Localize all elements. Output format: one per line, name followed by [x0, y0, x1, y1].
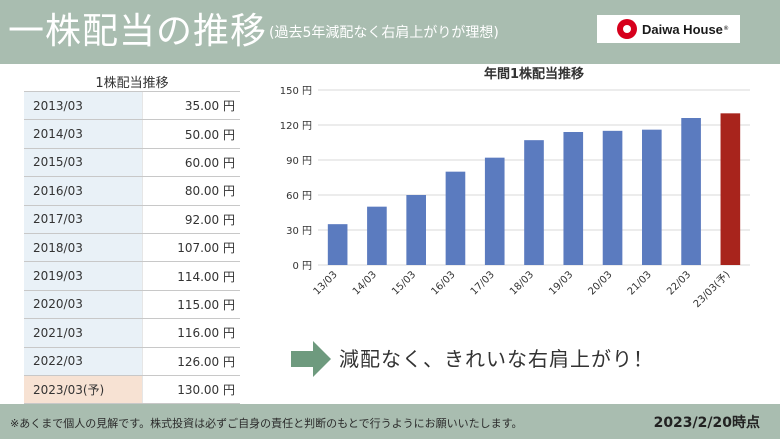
page-title: 一株配当の推移 (過去5年減配なく右肩上がりが理想) — [8, 10, 499, 55]
table-row: 2017/03 92.00 円 — [24, 204, 240, 234]
bar — [563, 132, 584, 265]
dividend-cell: 114.00 円 — [141, 261, 240, 291]
logo-registered-mark: ® — [723, 26, 729, 32]
dividend-table-body: 2013/03 35.00 円 2014/03 50.00 円 2015/03 60.00… — [24, 90, 240, 405]
table-row: 2023/03(予) 130.00 円 — [24, 374, 240, 405]
x-tick-label: 13/03 — [312, 269, 340, 297]
bar — [681, 118, 701, 265]
x-tick-label: 19/03 — [547, 269, 575, 297]
conclusion-message: 減配なく、きれいな右肩上がり！ — [339, 347, 654, 371]
disclaimer-text: ※あくまで個人の見解です。株式投資は必ずご自身の責任と判断のもとで行うようにお願… — [10, 417, 523, 430]
dividend-cell: 115.00 円 — [141, 289, 240, 320]
x-tick-label: 23/03(予) — [691, 269, 733, 311]
header-band: 一株配当の推移 (過去5年減配なく右肩上がりが理想) Daiwa House ® — [0, 0, 780, 64]
title-text: 一株配当の推移 — [8, 11, 268, 52]
table-row: 2018/03 107.00 円 — [24, 232, 240, 263]
y-tick-label: 90 円 — [286, 156, 312, 167]
year-cell: 2017/03 — [24, 204, 142, 234]
table-title: 1株配当推移 — [95, 76, 169, 91]
x-tick-label: 20/03 — [587, 269, 615, 297]
x-tick-label: 15/03 — [390, 269, 418, 297]
y-tick-label: 60 円 — [286, 191, 312, 202]
dividend-cell: 80.00 円 — [141, 176, 240, 206]
as-of-date: 2023/2/20時点 — [653, 415, 760, 431]
y-tick-label: 0 円 — [292, 261, 312, 272]
chart-title: 年間1株配当推移 — [484, 66, 584, 82]
bar — [406, 195, 426, 265]
x-tick-label: 16/03 — [429, 269, 457, 297]
footer-band: ※あくまで個人の見解です。株式投資は必ずご自身の責任と判断のもとで行うようにお願… — [0, 404, 780, 439]
x-tick-label: 18/03 — [508, 269, 536, 297]
y-tick-label: 30 円 — [286, 226, 312, 237]
table-row: 2016/03 80.00 円 — [24, 176, 240, 206]
table-row: 2019/03 114.00 円 — [24, 261, 240, 291]
year-cell: 2014/03 — [24, 119, 142, 149]
y-tick-label: 150 円 — [280, 86, 312, 97]
bar — [445, 171, 466, 265]
dividend-cell: 35.00 円 — [141, 90, 240, 121]
x-tick-label: 14/03 — [351, 269, 379, 297]
logo-mark-icon — [617, 19, 637, 39]
bar — [367, 206, 387, 265]
dividend-cell: 60.00 円 — [141, 147, 240, 178]
bar — [524, 140, 544, 265]
year-cell: 2022/03 — [24, 346, 142, 376]
right-arrow-icon — [291, 341, 331, 377]
table-row: 2021/03 116.00 円 — [24, 318, 240, 348]
year-cell: 2023/03(予) — [24, 374, 142, 405]
dividend-table: 2013/03 35.00 円 2014/03 50.00 円 2015/03 60.00… — [24, 90, 240, 405]
table-row: 2014/03 50.00 円 — [24, 119, 240, 149]
bar-forecast — [720, 113, 741, 265]
dividend-cell: 92.00 円 — [141, 204, 240, 234]
subtitle: (過去5年減配なく右肩上がりが理想) — [269, 25, 499, 41]
table-row: 2020/03 115.00 円 — [24, 289, 240, 320]
year-cell: 2021/03 — [24, 318, 142, 348]
year-cell: 2020/03 — [24, 289, 142, 320]
logo-text: Daiwa House — [642, 21, 723, 37]
year-cell: 2013/03 — [24, 90, 142, 121]
dividend-cell: 130.00 円 — [141, 374, 240, 405]
table-row: 2013/03 35.00 円 — [24, 90, 240, 121]
x-tick-label: 22/03 — [665, 269, 693, 297]
x-tick-label: 17/03 — [469, 269, 497, 297]
dividend-bar-chart: 年間1株配当推移 0 円 30 円 60 円 90 円 120 円 150 円 13/03 14… — [280, 66, 750, 311]
year-cell: 2016/03 — [24, 176, 142, 206]
dividend-cell: 107.00 円 — [141, 232, 240, 263]
year-cell: 2015/03 — [24, 147, 142, 178]
company-logo: Daiwa House ® — [597, 15, 740, 43]
dividend-cell: 50.00 円 — [141, 119, 240, 149]
table-row: 2022/03 126.00 円 — [24, 346, 240, 376]
year-cell: 2019/03 — [24, 261, 142, 291]
dividend-cell: 116.00 円 — [141, 318, 240, 348]
bar — [327, 224, 348, 265]
bar — [484, 157, 505, 265]
table-row: 2015/03 60.00 円 — [24, 147, 240, 178]
y-tick-label: 120 円 — [280, 121, 312, 132]
bar — [602, 130, 623, 265]
bar — [642, 129, 662, 265]
x-tick-label: 21/03 — [626, 269, 654, 297]
dividend-cell: 126.00 円 — [141, 346, 240, 376]
year-cell: 2018/03 — [24, 232, 142, 263]
